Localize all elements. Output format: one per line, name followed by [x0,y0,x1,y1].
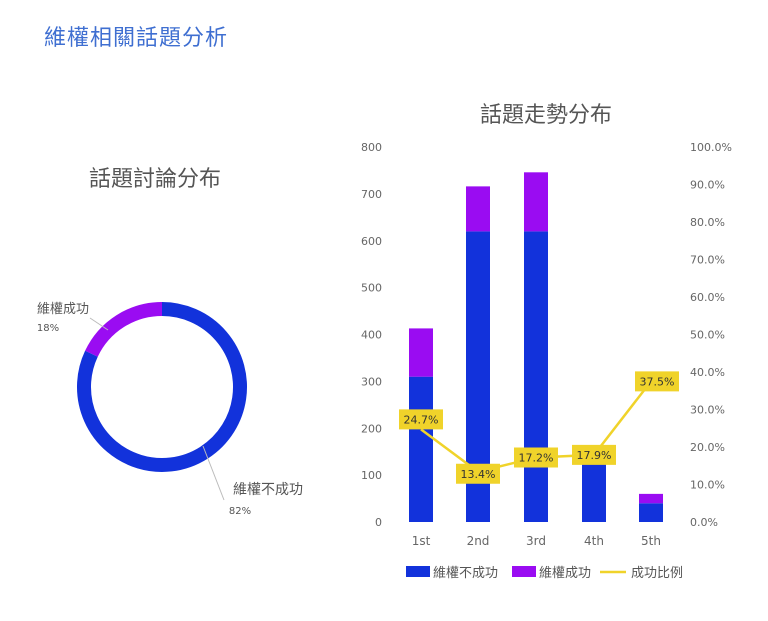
y-tick-label: 100 [361,469,382,482]
bar-success-5th [639,493,663,504]
x-axis: 1st 2nd 3rd 4th 5th [412,534,661,548]
y-tick-label: 0 [375,516,382,529]
donut-chart [77,302,247,472]
donut-chart-title: 話題討論分布 [89,167,221,192]
bar-success-2nd [466,186,490,232]
x-tick-label: 3rd [526,534,546,548]
bar-success-1st [409,328,433,377]
donut-slice-success [85,302,163,357]
bar-fail-3rd [524,231,548,522]
rate-label-box [572,444,616,465]
rate-line-series: 24.7% 13.4% 17.2% 17.9% 37.5% [399,371,679,484]
donut-leader-success [89,317,109,331]
bar-success-3rd [524,172,548,232]
rate-data-label: 24.7% [404,413,439,426]
legend-swatch-fail [406,566,430,577]
y2-tick-label: 100.0% [690,141,732,154]
y-tick-label: 700 [361,188,382,201]
rate-label-box [514,447,558,468]
y2-tick-label: 30.0% [690,404,725,417]
donut-label-fail: 維權不成功 [233,482,303,498]
legend: 維權不成功 維權成功 成功比例 [406,566,683,581]
rate-data-label: 17.9% [577,449,612,462]
legend-label-fail: 維權不成功 [433,566,498,581]
page-title: 維權相關話題分析 [44,26,229,51]
rate-label-box [635,371,679,392]
y2-tick-label: 50.0% [690,329,725,342]
y2-tick-label: 70.0% [690,254,725,267]
x-tick-label: 2nd [467,534,490,548]
y-tick-label: 600 [361,235,382,248]
donut-value-success: 18% [37,323,59,334]
y-tick-label: 800 [361,141,382,154]
donut-value-fail: 82% [229,506,251,517]
rate-label-box [399,409,443,430]
y-tick-label: 200 [361,422,382,435]
rate-data-label: 37.5% [640,375,675,388]
y-tick-label: 300 [361,375,382,388]
legend-swatch-success [512,566,536,577]
rate-data-label: 17.2% [519,452,554,465]
y-axis-left: 0 100 200 300 400 500 600 700 800 [361,141,382,529]
x-tick-label: 1st [412,534,431,548]
y2-tick-label: 60.0% [690,291,725,304]
donut-slice-fail [77,302,247,472]
bar-series [409,172,663,522]
y-tick-label: 400 [361,329,382,342]
y2-tick-label: 40.0% [690,366,725,379]
bar-fail-1st [409,376,433,522]
y-tick-label: 500 [361,282,382,295]
bar-fail-5th [639,503,663,522]
y2-tick-label: 0.0% [690,516,718,529]
legend-label-success: 維權成功 [539,566,591,581]
legend-label-rate: 成功比例 [631,566,683,581]
x-tick-label: 4th [584,534,604,548]
bar-chart-title: 話題走勢分布 [480,103,612,128]
rate-data-label: 13.4% [461,468,496,481]
y2-tick-label: 80.0% [690,216,725,229]
y2-tick-label: 10.0% [690,479,725,492]
y-axis-right: 0.0% 10.0% 20.0% 30.0% 40.0% 50.0% 60.0% 70.0% 8… [690,141,732,529]
donut-label-success: 維權成功 [37,302,89,317]
x-tick-label: 5th [641,534,661,548]
y2-tick-label: 20.0% [690,441,725,454]
y2-tick-label: 90.0% [690,179,725,192]
donut-leader-fail [202,445,225,501]
rate-label-box [456,463,500,484]
